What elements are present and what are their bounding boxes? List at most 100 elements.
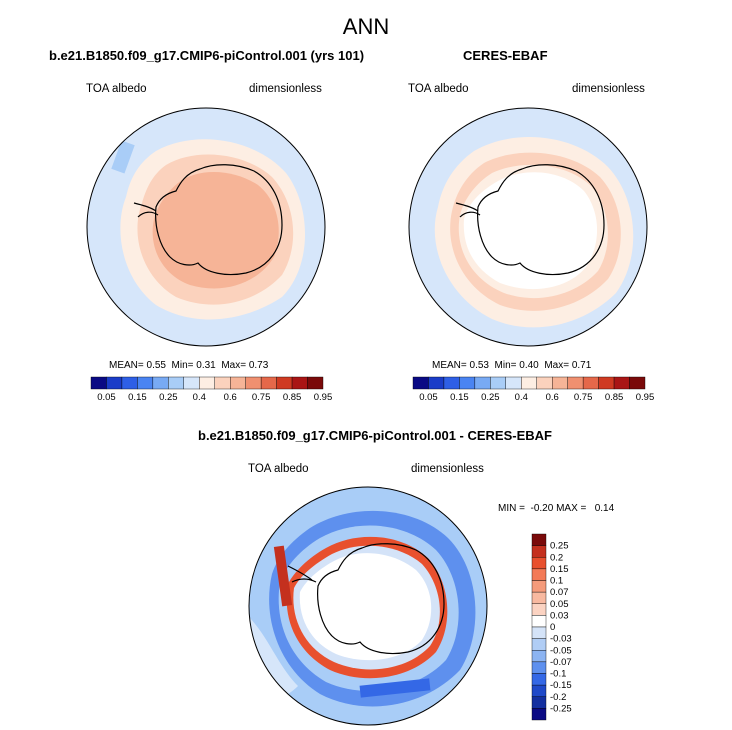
colorbar-obs-tick-label: 0.85: [605, 392, 624, 403]
colorbar-obs-swatch: [505, 376, 522, 390]
colorbar-model-swatch: [137, 376, 154, 390]
colorbar-model-swatch: [121, 376, 138, 390]
stats-min-label-model: Min=: [171, 360, 194, 371]
colorbar-diff-swatch: [531, 568, 547, 581]
polar-map-obs: [408, 107, 648, 347]
colorbar-obs: 0.05 0.15 0.25 0.4 0.6 0.75 0.85 0.95: [412, 376, 654, 403]
colorbar-model-tick-label: 0.75: [252, 392, 271, 403]
colorbar-diff-swatch: [531, 684, 547, 697]
colorbar-obs-swatch: [582, 376, 599, 390]
colorbar-diff-swatch: [531, 626, 547, 639]
colorbar-diff-tick-label: 0.05: [550, 599, 569, 610]
colorbar-obs-swatch: [613, 376, 630, 390]
stats-mean-model: 0.55: [146, 360, 166, 371]
colorbar-obs-tick-label: 0.95: [636, 392, 655, 403]
colorbar-diff-tick-label: 0.15: [550, 564, 569, 575]
stats-max-label-model: Max=: [221, 360, 247, 371]
colorbar-obs-swatch: [567, 376, 584, 390]
colorbar-obs-tick-label: 0.4: [515, 392, 528, 403]
figure-title: ANN: [342, 14, 390, 39]
colorbar-diff-tick-label: 0.2: [550, 552, 563, 563]
colorbar-diff-swatch: [531, 673, 547, 686]
colorbar-model-swatch: [260, 376, 277, 390]
panel-left-label-obs: TOA albedo: [408, 83, 469, 95]
stats-max-model: 0.73: [248, 360, 269, 371]
colorbar-diff-tick-label: -0.03: [550, 634, 572, 645]
colorbar-model-tick-label: 0.6: [224, 392, 237, 403]
colorbar-diff: 0.250.20.150.10.070.050.030-0.03-0.05-0.…: [531, 533, 572, 721]
colorbar-obs-swatch: [521, 376, 537, 390]
stats-min-obs: 0.40: [519, 360, 539, 371]
colorbar-obs-tick-label: 0.25: [481, 392, 500, 403]
stats-mean-obs: 0.53: [469, 360, 489, 371]
panel-title-diff: b.e21.B1850.f09_g17.CMIP6-piControl.001 …: [198, 428, 552, 443]
colorbar-diff-swatch: [531, 708, 547, 721]
panel-title-obs: CERES-EBAF: [463, 48, 548, 63]
colorbar-obs-tick-label: 0.75: [574, 392, 593, 403]
colorbar-model-swatch: [245, 376, 262, 390]
colorbar-diff-tick-label: -0.05: [550, 645, 572, 656]
colorbar-diff-tick-label: 0: [550, 622, 555, 633]
colorbar-diff-swatch: [531, 603, 547, 616]
colorbar-obs-swatch: [412, 376, 429, 390]
polar-map-model: [86, 107, 326, 347]
colorbar-obs-swatch: [443, 376, 460, 390]
stats-min-model: 0.31: [196, 360, 216, 371]
colorbar-obs-swatch: [474, 376, 491, 390]
colorbar-model-tick-label: 0.05: [97, 392, 116, 403]
colorbar-model-swatch: [291, 376, 308, 390]
colorbar-diff-swatch: [531, 533, 547, 546]
colorbar-diff-tick-label: -0.25: [550, 703, 572, 714]
colorbar-diff-tick-label: -0.15: [550, 680, 572, 691]
colorbar-model-swatch: [183, 376, 200, 390]
colorbar-obs-tick-label: 0.05: [419, 392, 438, 403]
stats-min-label-obs: Min=: [494, 360, 517, 371]
colorbar-diff-tick-label: 0.07: [550, 587, 569, 598]
stats-max-obs: 0.71: [571, 360, 592, 371]
colorbar-model-swatch: [229, 376, 246, 390]
colorbar-diff-swatch: [531, 591, 547, 604]
colorbar-obs-tick-label: 0.15: [450, 392, 469, 403]
colorbar-model-swatch: [152, 376, 169, 390]
colorbar-model-swatch: [90, 376, 107, 390]
colorbar-obs-swatch: [551, 376, 568, 390]
colorbar-diff-swatch: [531, 638, 547, 651]
colorbar-model-swatch: [214, 376, 231, 390]
panel-units-diff: dimensionless: [411, 463, 484, 475]
colorbar-obs-swatch: [536, 376, 553, 390]
colorbar-obs-swatch: [629, 376, 646, 390]
colorbar-diff-swatch: [531, 696, 547, 709]
panel-left-label-diff: TOA albedo: [248, 463, 309, 475]
stats-mean-label-model: MEAN=: [109, 360, 144, 371]
colorbar-diff-swatch: [531, 557, 547, 570]
colorbar-model-swatch: [199, 376, 215, 390]
colorbar-diff-swatch: [531, 661, 547, 674]
colorbar-model-swatch: [106, 376, 123, 390]
panel-units-model: dimensionless: [249, 83, 322, 95]
colorbar-diff-swatch: [531, 650, 547, 663]
colorbar-diff-tick-label: -0.1: [550, 669, 566, 680]
polar-map-diff: [248, 486, 488, 726]
stats-max-label-obs: Max=: [544, 360, 570, 371]
stats-diff: MIN = -0.20 MAX = 0.14: [498, 503, 615, 514]
colorbar-obs-swatch: [459, 376, 476, 390]
colorbar-diff-tick-label: -0.07: [550, 657, 572, 668]
colorbar-diff-tick-label: 0.25: [550, 541, 569, 552]
panel-title-model: b.e21.B1850.f09_g17.CMIP6-piControl.001 …: [49, 48, 365, 63]
stats-mean-label-obs: MEAN=: [432, 360, 467, 371]
colorbar-diff-swatch: [531, 615, 547, 628]
colorbar-model-tick-label: 0.15: [128, 392, 147, 403]
colorbar-obs-swatch: [428, 376, 445, 390]
colorbar-model-tick-label: 0.85: [283, 392, 302, 403]
colorbar-diff-swatch: [531, 580, 547, 593]
panel-left-label-model: TOA albedo: [86, 83, 147, 95]
stats-obs: MEAN= 0.53 Min= 0.40 Max= 0.71: [432, 360, 591, 371]
colorbar-obs-swatch: [598, 376, 615, 390]
colorbar-diff-swatch: [531, 545, 547, 558]
colorbar-model-swatch: [168, 376, 185, 390]
colorbar-diff-tick-label: 0.03: [550, 610, 569, 621]
colorbar-obs-swatch: [490, 376, 507, 390]
colorbar-model-tick-label: 0.4: [193, 392, 206, 403]
colorbar-diff-tick-label: -0.2: [550, 692, 566, 703]
colorbar-model-tick-label: 0.25: [159, 392, 178, 403]
